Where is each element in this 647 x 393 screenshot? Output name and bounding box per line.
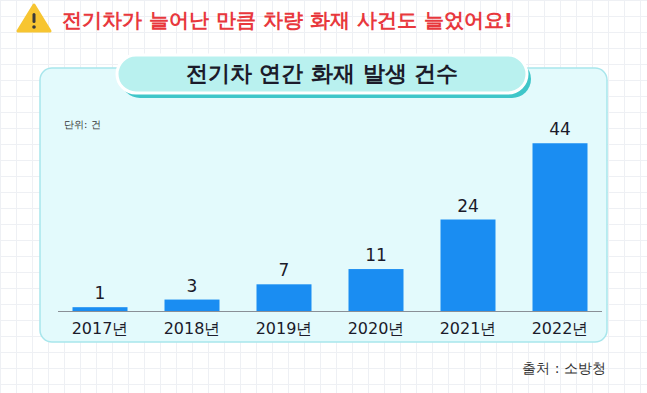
title-pill bbox=[117, 55, 527, 93]
bar bbox=[533, 143, 588, 311]
headline: 전기차가 늘어난 만큼 차량 화재 사건도 늘었어요! bbox=[62, 8, 513, 32]
x-tick-label: 2020년 bbox=[348, 319, 405, 338]
warning-triangle bbox=[18, 5, 50, 31]
chart: 전기차가 늘어난 만큼 차량 화재 사건도 늘었어요! 전기차 연간 화재 발생 … bbox=[0, 0, 647, 393]
data-label: 1 bbox=[95, 283, 106, 303]
warning-dot bbox=[32, 25, 36, 29]
data-label: 7 bbox=[279, 260, 290, 280]
x-tick-label: 2018년 bbox=[164, 319, 221, 338]
bar bbox=[73, 307, 128, 311]
x-tick-label: 2021년 bbox=[440, 319, 497, 338]
warning-icon bbox=[18, 5, 50, 31]
bars bbox=[73, 143, 588, 311]
data-label: 44 bbox=[549, 119, 571, 139]
warning-bar bbox=[33, 13, 36, 23]
chart-title: 전기차 연간 화재 발생 건수 bbox=[186, 61, 459, 86]
bar bbox=[349, 269, 404, 311]
bar bbox=[441, 220, 496, 312]
unit-label: 단위: 건 bbox=[64, 119, 101, 130]
baseline bbox=[58, 311, 602, 312]
bar bbox=[165, 300, 220, 311]
source: 출처 : 소방청 bbox=[522, 360, 606, 376]
labels: 1 2017년 3 2018년 7 2019년 11 2020년 24 2021년 44 2022년 bbox=[72, 119, 589, 338]
bar bbox=[257, 284, 312, 311]
panel bbox=[40, 68, 607, 342]
data-label: 11 bbox=[365, 245, 387, 265]
data-label: 24 bbox=[457, 196, 479, 216]
data-label: 3 bbox=[187, 276, 198, 296]
x-tick-label: 2017년 bbox=[72, 319, 129, 338]
x-tick-label: 2022년 bbox=[532, 319, 589, 338]
x-tick-label: 2019년 bbox=[256, 319, 313, 338]
